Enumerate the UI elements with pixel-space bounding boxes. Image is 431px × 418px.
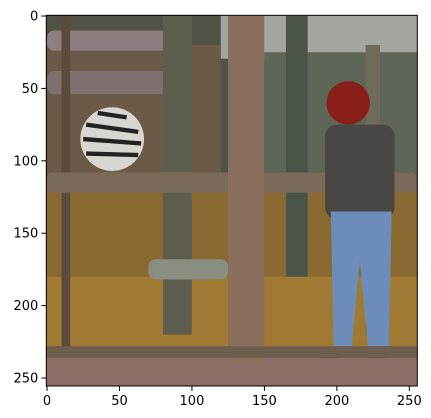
x-tick-label: 200 — [324, 394, 349, 409]
x-tick-label: 50 — [111, 394, 128, 409]
x-tick-label: 250 — [397, 394, 422, 409]
zebra — [80, 107, 145, 171]
x-tick-label: 100 — [180, 394, 205, 409]
y-tick-label: 200 — [13, 299, 38, 314]
x-tick-label: 150 — [252, 394, 277, 409]
y-tick-label: 150 — [13, 227, 38, 242]
y-tick-label: 50 — [22, 82, 39, 97]
ticks: 0 50 100 150 200 250 0 50 100 150 200 250 — [13, 10, 421, 409]
axes-frame — [45, 14, 418, 387]
y-tick-label: 250 — [13, 372, 38, 387]
x-tick-label: 0 — [43, 394, 51, 409]
y-tick-label: 0 — [30, 10, 38, 25]
image — [46, 15, 417, 386]
y-tick-label: 100 — [13, 154, 38, 169]
